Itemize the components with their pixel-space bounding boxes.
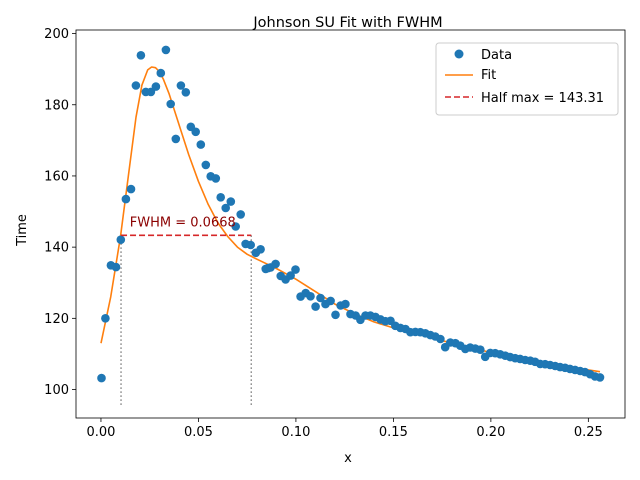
data-point — [116, 235, 126, 244]
y-tick-label: 140 — [44, 241, 69, 256]
data-point — [126, 184, 136, 194]
legend-marker-data — [454, 49, 464, 59]
axes-frame — [75, 29, 626, 419]
chart-title: Johnson SU Fit with FWHM — [252, 15, 442, 31]
x-tick-label: 0.00 — [86, 425, 115, 440]
y-axis-label: Time — [15, 214, 30, 247]
data-point — [271, 259, 280, 269]
data-point — [286, 271, 295, 280]
data-point — [121, 194, 131, 204]
data-point — [231, 222, 240, 231]
y-tick-label: 160 — [44, 169, 69, 184]
data-point — [436, 334, 445, 344]
data-point — [211, 174, 221, 183]
y-tick-label: 120 — [44, 312, 69, 327]
data-point — [131, 81, 141, 90]
data-point — [181, 88, 191, 97]
data-point — [246, 240, 255, 250]
data-point — [326, 296, 335, 306]
legend-box — [435, 42, 619, 116]
legend-label-data: Data — [481, 48, 512, 63]
data-point — [306, 292, 315, 301]
fwhm-annotation: FWHM = 0.0668 — [130, 215, 236, 230]
data-point — [176, 81, 186, 90]
legend-label-halfmax: Half max = 143.31 — [481, 91, 604, 106]
y-tick-label: 180 — [44, 98, 69, 113]
data-point — [341, 299, 350, 309]
data-point — [166, 99, 175, 109]
data-point — [196, 140, 206, 149]
data-point — [156, 68, 166, 78]
data-point — [226, 197, 236, 206]
x-tick-label: 0.20 — [476, 425, 505, 440]
data-point — [236, 210, 245, 219]
legend-label-fit: Fit — [481, 68, 496, 83]
data-point — [595, 373, 605, 382]
legend: Data Fit Half max = 143.31 — [435, 42, 619, 116]
data-point — [476, 345, 485, 355]
data-point — [221, 203, 230, 213]
data-point — [331, 310, 340, 320]
data-point — [136, 51, 146, 60]
data-point — [216, 193, 225, 202]
plot-area: FWHM = 0.0668 — [97, 45, 605, 406]
data-point — [111, 262, 121, 272]
data-point — [151, 82, 161, 91]
data-point — [101, 314, 110, 323]
y-axis: 100 120 140 160 180 200 — [44, 27, 76, 398]
data-point — [291, 265, 300, 274]
y-tick-label: 200 — [44, 27, 69, 42]
x-axis-label: x — [344, 451, 352, 466]
data-point — [191, 127, 200, 137]
x-axis: 0.00 0.05 0.10 0.15 0.20 0.25 — [86, 418, 603, 440]
x-tick-label: 0.05 — [184, 425, 213, 440]
data-point — [161, 45, 171, 55]
y-tick-label: 100 — [44, 383, 69, 398]
x-tick-label: 0.25 — [574, 425, 603, 440]
x-tick-label: 0.10 — [281, 425, 310, 440]
data-point — [171, 134, 181, 144]
data-point — [311, 302, 320, 311]
data-point — [316, 293, 325, 303]
data-point — [256, 245, 265, 254]
x-tick-label: 0.15 — [379, 425, 408, 440]
data-point — [201, 160, 211, 170]
data-point — [97, 373, 106, 383]
